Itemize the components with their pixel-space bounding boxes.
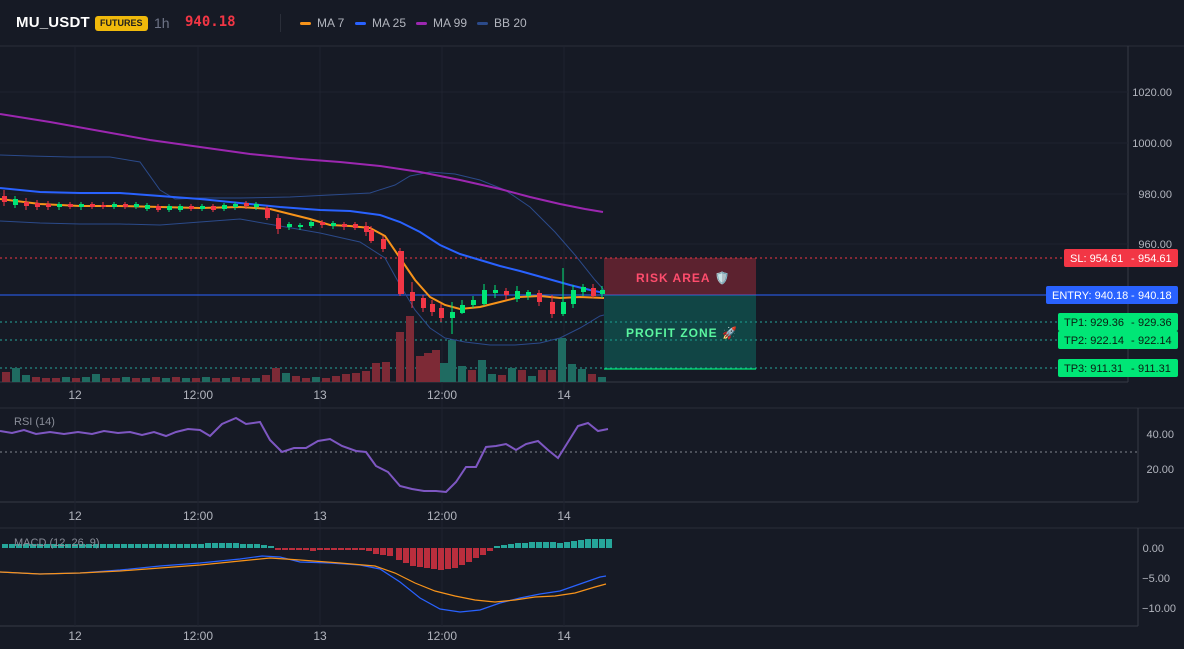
signal-line bbox=[0, 557, 607, 603]
macd-axis[interactable]: 0.00 −5.00 −10.00 bbox=[1142, 543, 1176, 615]
time-label: 14 bbox=[557, 388, 571, 402]
risk-area-label: RISK AREA 🛡️ bbox=[636, 271, 730, 285]
bb-upper bbox=[0, 154, 605, 291]
price-label-1000: 1000.00 bbox=[1132, 138, 1172, 150]
price-axis[interactable]: 1020.00 1000.00 980.00 960.00 bbox=[1132, 87, 1172, 251]
time-label: 12 bbox=[68, 388, 82, 402]
price-label-960: 960.00 bbox=[1138, 239, 1172, 251]
macd-histogram bbox=[2, 539, 612, 570]
rsi-axis-label: 20.00 bbox=[1146, 464, 1174, 476]
macd-axis-label: 0.00 bbox=[1143, 543, 1164, 555]
legend-ma7-swatch bbox=[300, 21, 311, 25]
profit-zone-label: PROFIT ZONE 🚀 bbox=[626, 326, 738, 340]
legend-ma7-label: MA 7 bbox=[317, 16, 345, 30]
time-label: 13 bbox=[313, 388, 327, 402]
price-label-980: 980.00 bbox=[1138, 189, 1172, 201]
tp1-tag[interactable]: TP1: 929.36 - 929.36 bbox=[1058, 313, 1178, 331]
sl-tag-text: SL: 954.61 bbox=[1070, 253, 1123, 265]
time-label: 12:00 bbox=[427, 388, 457, 402]
entry-tag[interactable]: ENTRY: 940.18 - 940.18 bbox=[1046, 286, 1178, 304]
sl-tag[interactable]: SL: 954.61 - 954.61 bbox=[1064, 249, 1178, 267]
price-label-1020: 1020.00 bbox=[1132, 87, 1172, 99]
time-axis-main[interactable]: 12 12:00 13 12:00 14 bbox=[68, 388, 571, 402]
tp3-tag-value: 911.31 bbox=[1138, 363, 1171, 375]
last-price: 940.18 bbox=[185, 14, 236, 30]
header-divider bbox=[280, 14, 281, 32]
time-axis-rsi[interactable]: 12 12:00 13 12:00 14 bbox=[68, 509, 571, 523]
tp1-tag-sep: - bbox=[1131, 317, 1135, 329]
entry-tag-value: 940.18 bbox=[1138, 290, 1172, 302]
legend-ma7[interactable]: MA 7 bbox=[300, 16, 344, 30]
ma25-line bbox=[0, 187, 605, 294]
time-label: 13 bbox=[313, 629, 327, 643]
legend-ma25[interactable]: MA 25 bbox=[355, 16, 406, 30]
macd-title[interactable]: MACD (12, 26, 9) bbox=[14, 537, 100, 549]
entry-tag-text: ENTRY: 940.18 bbox=[1052, 290, 1128, 302]
time-label: 12:00 bbox=[427, 629, 457, 643]
legend-ma25-label: MA 25 bbox=[372, 16, 407, 30]
legend-bb20[interactable]: BB 20 bbox=[477, 16, 527, 30]
time-label: 12:00 bbox=[183, 509, 213, 523]
risk-area-zone[interactable] bbox=[604, 258, 756, 295]
rsi-axis[interactable]: 40.00 20.00 bbox=[1146, 429, 1174, 476]
time-label: 13 bbox=[313, 509, 327, 523]
ma99-line bbox=[0, 113, 604, 213]
legend-ma25-swatch bbox=[355, 21, 366, 25]
macd-axis-label: −5.00 bbox=[1142, 573, 1170, 585]
time-label: 14 bbox=[557, 509, 571, 523]
volume-bars bbox=[2, 316, 606, 382]
vertical-grid bbox=[74, 46, 565, 626]
time-label: 14 bbox=[557, 629, 571, 643]
chart-header: MU_USDT FUTURES 1h 940.18 MA 7 MA 25 MA … bbox=[0, 0, 1184, 46]
time-label: 12:00 bbox=[427, 509, 457, 523]
profit-zone[interactable] bbox=[604, 295, 756, 369]
legend-bb20-label: BB 20 bbox=[494, 16, 527, 30]
tp2-tag[interactable]: TP2: 922.14 - 922.14 bbox=[1058, 331, 1178, 349]
time-label: 12:00 bbox=[183, 388, 213, 402]
macd-axis-label: −10.00 bbox=[1142, 603, 1176, 615]
time-axis-macd[interactable]: 12 12:00 13 12:00 14 bbox=[68, 629, 571, 643]
legend-bb20-swatch bbox=[477, 21, 488, 25]
tp3-tag-sep: - bbox=[1131, 363, 1135, 375]
rsi-title[interactable]: RSI (14) bbox=[14, 416, 55, 428]
tp1-tag-value: 929.36 bbox=[1138, 317, 1172, 329]
ma7-line bbox=[0, 198, 605, 311]
entry-tag-sep: - bbox=[1131, 290, 1135, 302]
tp3-tag-text: TP3: 911.31 bbox=[1064, 363, 1123, 375]
candlesticks[interactable] bbox=[2, 190, 605, 334]
legend-ma99-label: MA 99 bbox=[433, 16, 468, 30]
rsi-axis-label: 40.00 bbox=[1146, 429, 1174, 441]
sl-tag-value: 954.61 bbox=[1138, 253, 1172, 265]
time-label: 12 bbox=[68, 629, 82, 643]
time-label: 12 bbox=[68, 509, 82, 523]
tp2-tag-value: 922.14 bbox=[1138, 335, 1172, 347]
rsi-line bbox=[0, 416, 609, 494]
macd-line bbox=[0, 555, 607, 613]
futures-badge: FUTURES bbox=[95, 16, 148, 31]
time-label: 12:00 bbox=[183, 629, 213, 643]
legend-ma99-swatch bbox=[416, 21, 427, 25]
sl-tag-sep: - bbox=[1131, 253, 1135, 265]
tp2-tag-sep: - bbox=[1131, 335, 1135, 347]
legend-ma99[interactable]: MA 99 bbox=[416, 16, 467, 30]
horizontal-grid bbox=[0, 91, 1128, 245]
bb-lower bbox=[0, 218, 605, 346]
timeframe-selector[interactable]: 1h bbox=[154, 15, 170, 31]
tp3-tag[interactable]: TP3: 911.31 - 911.31 bbox=[1058, 359, 1178, 377]
tp2-tag-text: TP2: 922.14 bbox=[1064, 335, 1124, 347]
tp1-tag-text: TP1: 929.36 bbox=[1064, 317, 1124, 329]
symbol-title[interactable]: MU_USDT bbox=[16, 14, 90, 31]
